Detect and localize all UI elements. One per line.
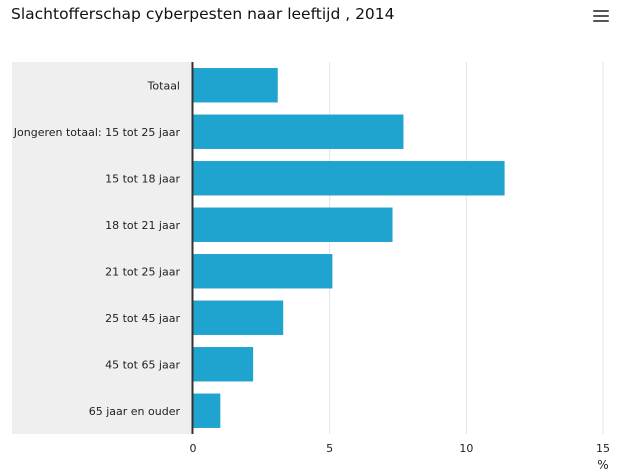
category-labels: Totaal Jongeren totaal: 15 tot 25 jaar 15 …	[13, 79, 181, 418]
bar[interactable]	[193, 68, 278, 103]
bar[interactable]	[193, 207, 393, 242]
x-tick-labels: 0 5 10 15	[190, 442, 611, 455]
category-label: 45 tot 65 jaar	[105, 358, 180, 371]
x-tick-label: 10	[459, 442, 473, 455]
bar[interactable]	[193, 347, 254, 382]
x-tick-label: 5	[326, 442, 333, 455]
x-tick-label: 15	[596, 442, 610, 455]
bar[interactable]	[193, 393, 221, 428]
category-label: 15 tot 18 jaar	[105, 172, 180, 185]
x-tick-label: 0	[190, 442, 197, 455]
bar[interactable]	[193, 300, 284, 335]
bar[interactable]	[193, 161, 505, 196]
category-label-panel	[12, 62, 192, 434]
category-label: 18 tot 21 jaar	[105, 219, 180, 232]
bar[interactable]	[193, 114, 404, 149]
x-axis-label: %	[597, 458, 608, 472]
category-label: Totaal	[147, 79, 180, 92]
hamburger-menu-icon[interactable]	[593, 10, 609, 24]
category-label: 25 tot 45 jaar	[105, 312, 180, 325]
category-label: 21 tot 25 jaar	[105, 265, 180, 278]
category-label: 65 jaar en ouder	[89, 405, 181, 418]
bar[interactable]	[193, 254, 333, 289]
chart-title: Slachtofferschap cyberpesten naar leefti…	[11, 5, 395, 23]
bars	[193, 68, 505, 428]
category-label: Jongeren totaal: 15 tot 25 jaar	[13, 126, 181, 139]
